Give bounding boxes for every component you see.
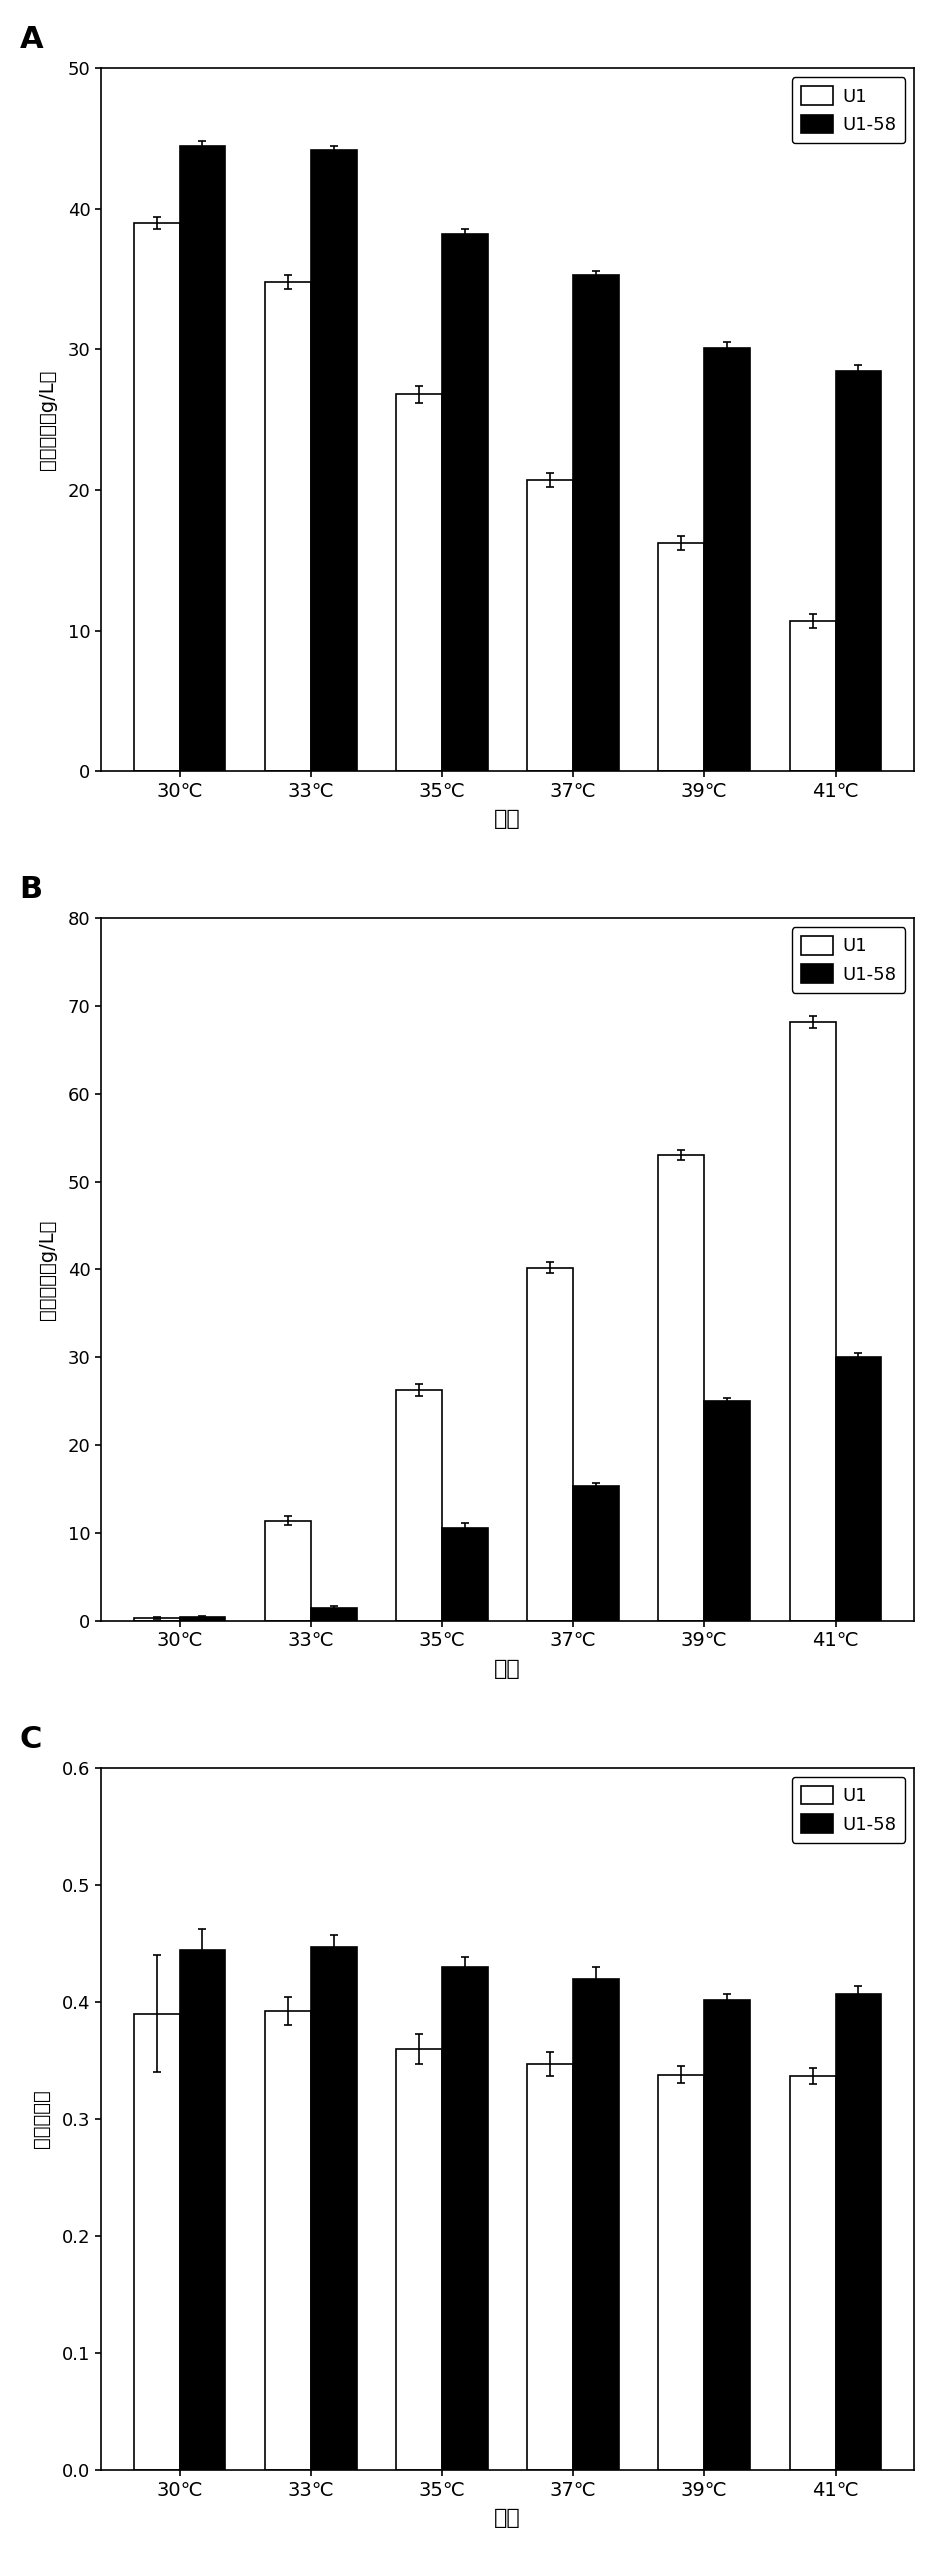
Bar	[265, 281, 311, 772]
Bar	[573, 1978, 619, 2472]
Bar	[658, 544, 705, 772]
Text: A: A	[20, 26, 43, 54]
Bar	[134, 2014, 180, 2472]
X-axis label: 温度: 温度	[495, 2507, 521, 2528]
Bar	[134, 222, 180, 772]
Bar	[396, 394, 442, 772]
Legend: U1, U1-58: U1, U1-58	[791, 928, 905, 992]
Bar	[311, 151, 357, 772]
Legend: U1, U1-58: U1, U1-58	[791, 1776, 905, 1843]
Y-axis label: 木糖浓度（g/L）: 木糖浓度（g/L）	[38, 1219, 57, 1319]
Y-axis label: 乙醇浓度（g/L）: 乙醇浓度（g/L）	[38, 371, 57, 470]
Bar	[705, 1401, 750, 1621]
Text: C: C	[20, 1725, 41, 1753]
Bar	[396, 2050, 442, 2472]
Bar	[180, 146, 225, 772]
Bar	[265, 2012, 311, 2472]
Bar	[789, 1022, 836, 1621]
X-axis label: 温度: 温度	[495, 1659, 521, 1679]
Bar	[442, 235, 488, 772]
Bar	[528, 481, 573, 772]
Bar	[311, 1608, 357, 1621]
Bar	[180, 1950, 225, 2472]
Y-axis label: 糖醇转化率: 糖醇转化率	[32, 2091, 51, 2150]
Bar	[658, 2075, 705, 2472]
X-axis label: 温度: 温度	[495, 808, 521, 828]
Bar	[789, 2075, 836, 2472]
Bar	[705, 348, 750, 772]
Bar	[396, 1390, 442, 1621]
Bar	[573, 276, 619, 772]
Bar	[134, 1618, 180, 1621]
Text: B: B	[20, 874, 42, 905]
Bar	[528, 1268, 573, 1621]
Bar	[442, 1528, 488, 1621]
Legend: U1, U1-58: U1, U1-58	[791, 77, 905, 143]
Bar	[311, 1948, 357, 2472]
Bar	[705, 1999, 750, 2472]
Bar	[180, 1618, 225, 1621]
Bar	[442, 1966, 488, 2472]
Bar	[573, 1488, 619, 1621]
Bar	[789, 621, 836, 772]
Bar	[836, 1357, 882, 1621]
Bar	[658, 1155, 705, 1621]
Bar	[836, 1994, 882, 2472]
Bar	[528, 2065, 573, 2472]
Bar	[265, 1521, 311, 1621]
Bar	[836, 371, 882, 772]
